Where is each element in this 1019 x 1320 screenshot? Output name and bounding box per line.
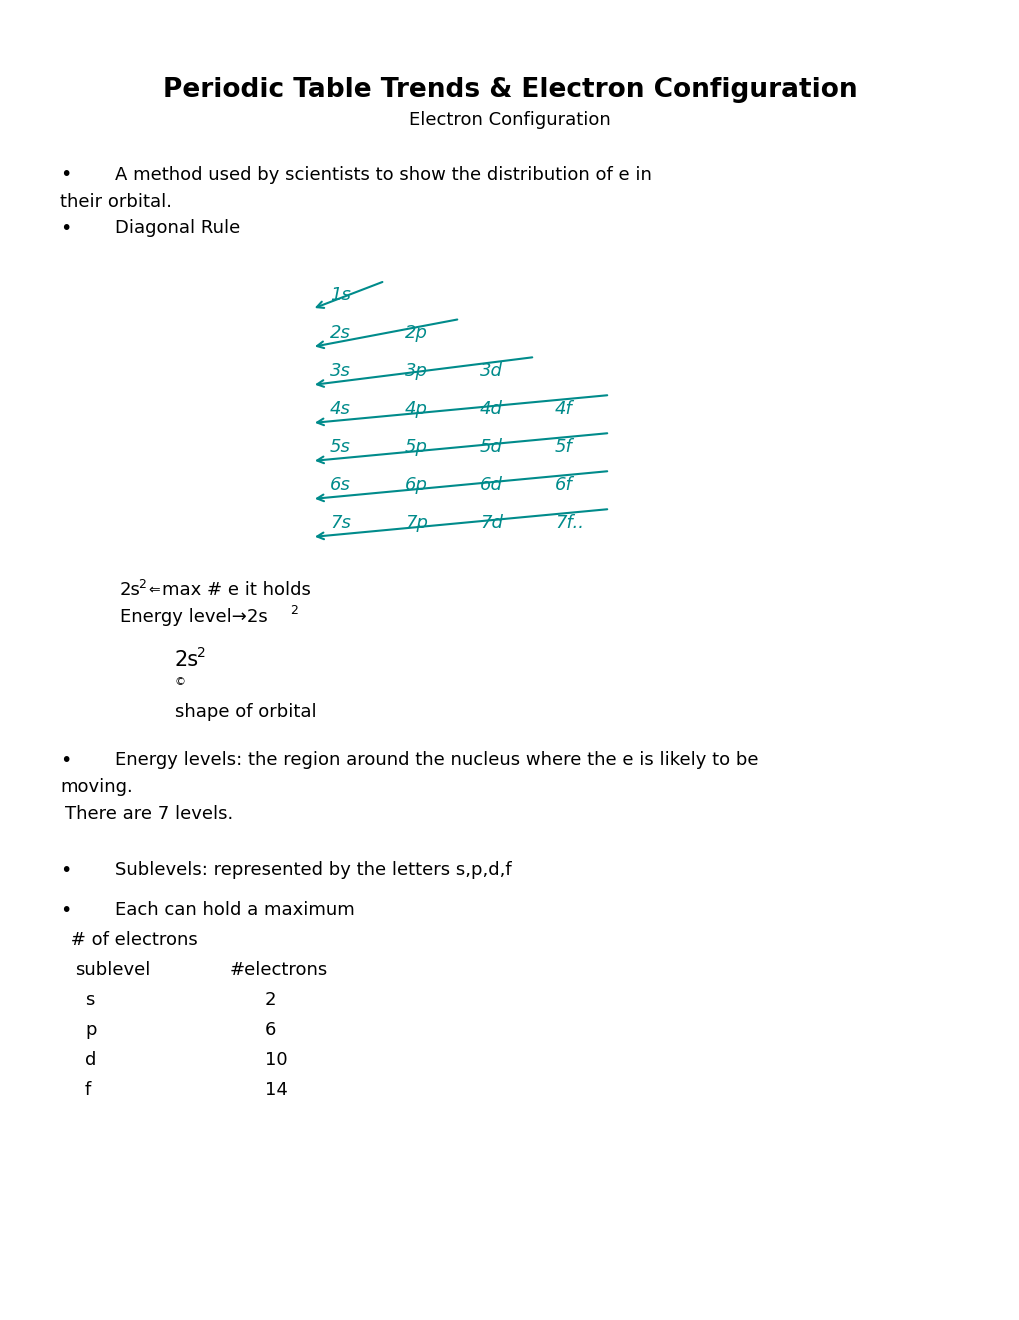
Text: 2s: 2s [330, 323, 351, 342]
Text: 5d: 5d [480, 438, 502, 455]
Text: 10: 10 [265, 1051, 287, 1069]
Text: Energy level→2s: Energy level→2s [120, 609, 268, 626]
Text: # of electrons: # of electrons [65, 931, 198, 949]
Text: d: d [85, 1051, 96, 1069]
Text: 7d: 7d [480, 513, 502, 532]
Text: p: p [85, 1020, 97, 1039]
Text: ©: © [175, 677, 185, 686]
Text: 3d: 3d [480, 362, 502, 380]
Text: 2: 2 [265, 991, 276, 1008]
Text: Sublevels: represented by the letters s,p,d,f: Sublevels: represented by the letters s,… [115, 861, 512, 879]
Text: 4f: 4f [554, 400, 573, 418]
Text: Each can hold a maximum: Each can hold a maximum [115, 902, 355, 919]
Text: •: • [60, 861, 71, 879]
Text: 4s: 4s [330, 400, 351, 418]
Text: 2: 2 [197, 645, 206, 660]
Text: f: f [85, 1081, 91, 1100]
Text: 6: 6 [265, 1020, 276, 1039]
Text: 6f: 6f [554, 477, 573, 494]
Text: 2: 2 [138, 578, 146, 590]
Text: 14: 14 [265, 1081, 287, 1100]
Text: s: s [85, 991, 95, 1008]
Text: Periodic Table Trends & Electron Configuration: Periodic Table Trends & Electron Configu… [162, 77, 857, 103]
Text: 6s: 6s [330, 477, 351, 494]
Text: their orbital.: their orbital. [60, 193, 172, 211]
Text: •: • [60, 900, 71, 920]
Text: Electron Configuration: Electron Configuration [409, 111, 610, 129]
Text: max # e it holds: max # e it holds [162, 581, 311, 599]
Text: 6d: 6d [480, 477, 502, 494]
Text: 5s: 5s [330, 438, 351, 455]
Text: sublevel: sublevel [75, 961, 150, 979]
Text: A method used by scientists to show the distribution of e in: A method used by scientists to show the … [115, 166, 651, 183]
Text: •: • [60, 751, 71, 770]
Text: #electrons: #electrons [229, 961, 328, 979]
Text: Energy levels: the region around the nucleus where the e is likely to be: Energy levels: the region around the nuc… [115, 751, 758, 770]
Text: 3s: 3s [330, 362, 351, 380]
Text: 5f: 5f [554, 438, 573, 455]
Text: 2s: 2s [175, 649, 199, 671]
Text: 5p: 5p [405, 438, 427, 455]
Text: 1s: 1s [330, 286, 351, 304]
Text: 4p: 4p [405, 400, 427, 418]
Text: 4d: 4d [480, 400, 502, 418]
Text: Diagonal Rule: Diagonal Rule [115, 219, 240, 238]
Text: 2p: 2p [405, 323, 427, 342]
Text: 2: 2 [289, 605, 298, 618]
Text: •: • [60, 219, 71, 238]
Text: •: • [60, 165, 71, 185]
Text: 6p: 6p [405, 477, 427, 494]
Text: shape of orbital: shape of orbital [175, 704, 316, 721]
Text: ⇐: ⇐ [148, 583, 159, 597]
Text: 2s: 2s [120, 581, 141, 599]
Text: There are 7 levels.: There are 7 levels. [65, 805, 233, 822]
Text: moving.: moving. [60, 777, 132, 796]
Text: 7s: 7s [330, 513, 351, 532]
Text: 7f..: 7f.. [554, 513, 584, 532]
Text: 3p: 3p [405, 362, 427, 380]
Text: 7p: 7p [405, 513, 427, 532]
